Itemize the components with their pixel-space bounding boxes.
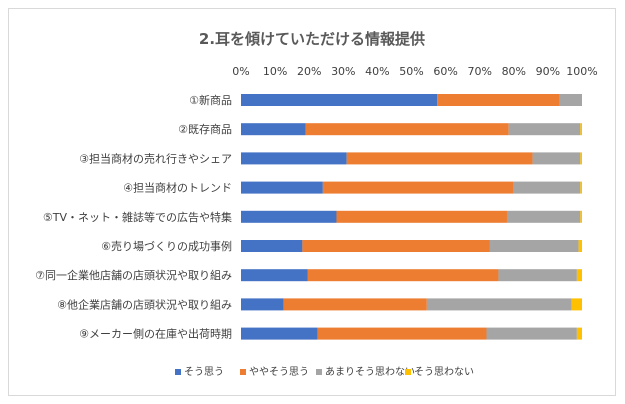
legend-label: そう思わない — [414, 366, 474, 378]
bar-segment — [241, 240, 303, 252]
bar-segment — [241, 327, 318, 340]
bar-segment — [241, 210, 337, 223]
category-label: ⑥売り場づくりの成功事例 — [101, 239, 232, 253]
x-tick-label: 100% — [566, 65, 597, 78]
x-tick-label: 70% — [467, 65, 491, 78]
category-label: ③担当商材の売れ行きやシェア — [79, 151, 232, 165]
bar-segment — [489, 240, 579, 252]
bar-segment — [576, 269, 582, 282]
bar-segment — [571, 298, 582, 311]
bar-segment — [302, 240, 490, 252]
bar-segment — [241, 181, 323, 194]
x-axis-ticks: 0% 10% 20% 30% 40% 50% 60% 70% 80% 90% 100% — [232, 65, 597, 78]
x-tick-label: 20% — [297, 65, 321, 78]
bar-segment — [241, 298, 284, 311]
x-tick-label: 0% — [232, 65, 249, 78]
legend-label: そう思う — [184, 366, 224, 378]
bar-segment — [241, 152, 347, 165]
x-tick-label: 80% — [502, 65, 526, 78]
x-tick-label: 90% — [536, 65, 560, 78]
x-tick-label: 40% — [365, 65, 389, 78]
bar-segment — [317, 327, 487, 340]
category-label: ②既存商品 — [178, 122, 232, 136]
bar-segment — [283, 298, 427, 311]
category-label: ⑨メーカー側の在庫や出荷時期 — [79, 327, 232, 341]
x-tick-label: 50% — [399, 65, 423, 78]
bar-segment — [532, 152, 581, 165]
x-tick-label: 60% — [433, 65, 457, 78]
bar-segment — [513, 181, 581, 194]
legend-swatch — [316, 369, 322, 375]
bar-segment — [506, 210, 581, 223]
bar-segment — [559, 94, 582, 106]
bar-segment — [305, 123, 509, 136]
bar-segment — [578, 240, 582, 252]
legend-swatch — [175, 369, 181, 375]
bar-segment — [486, 327, 577, 340]
x-tick-label: 10% — [263, 65, 287, 78]
bar-segment — [580, 210, 582, 223]
bar-segment — [322, 181, 514, 194]
bar-segment — [580, 123, 582, 136]
bar-segment — [241, 123, 306, 136]
bar-segment — [336, 210, 507, 223]
category-labels: ①新商品 ②既存商品 ③担当商材の売れ行きやシェア ④担当商材のトレンド ⑤TV・ネット… — [35, 93, 232, 341]
bar-segment — [498, 269, 577, 282]
bar-segment — [580, 152, 582, 165]
bar-segment — [307, 269, 499, 282]
bar-segment — [241, 94, 438, 106]
legend-label: あまりそう思わない — [325, 366, 415, 378]
bar-segment — [437, 94, 560, 106]
bar-segment — [508, 123, 581, 136]
x-tick-label: 30% — [331, 65, 355, 78]
legend-label: ややそう思う — [249, 366, 309, 378]
category-label: ⑦同一企業他店舗の店頭状況や取り組み — [35, 268, 232, 282]
legend-swatch — [405, 369, 411, 375]
category-label: ①新商品 — [189, 93, 232, 107]
bar-groups — [241, 94, 582, 340]
category-label: ⑤TV・ネット・雑誌等での広告や特集 — [43, 210, 232, 224]
bar-segment — [580, 181, 582, 194]
category-label: ⑧他企業店舗の店頭状況や取り組み — [57, 297, 232, 311]
bar-segment — [426, 298, 572, 311]
bar-segment — [241, 269, 308, 282]
bar-segment — [346, 152, 533, 165]
category-label: ④担当商材のトレンド — [123, 181, 232, 195]
bar-segment — [576, 327, 582, 340]
chart-title: 2.耳を傾けていただける情報提供 — [199, 30, 425, 48]
legend-swatch — [240, 369, 246, 375]
legend: そう思う ややそう思う あまりそう思わない そう思わない — [175, 366, 474, 378]
